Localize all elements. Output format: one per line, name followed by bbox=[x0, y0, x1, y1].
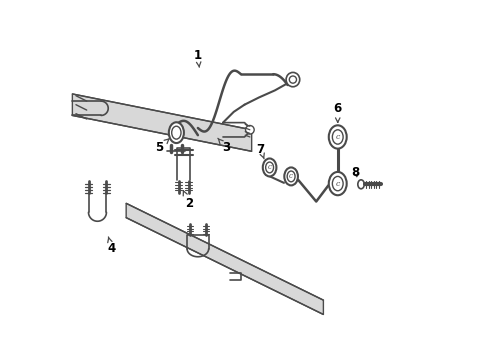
Text: 4: 4 bbox=[107, 237, 116, 255]
Ellipse shape bbox=[328, 172, 346, 195]
Ellipse shape bbox=[357, 180, 364, 189]
Text: 8: 8 bbox=[351, 166, 359, 179]
Text: 7: 7 bbox=[256, 143, 264, 159]
Circle shape bbox=[289, 76, 296, 83]
Text: c: c bbox=[288, 172, 292, 180]
Ellipse shape bbox=[168, 122, 183, 143]
Text: c: c bbox=[267, 163, 271, 171]
Ellipse shape bbox=[285, 72, 299, 87]
Text: c: c bbox=[335, 180, 339, 188]
Text: 3: 3 bbox=[217, 138, 230, 154]
Polygon shape bbox=[72, 94, 251, 151]
Text: 5: 5 bbox=[155, 139, 168, 154]
Ellipse shape bbox=[284, 167, 297, 185]
Ellipse shape bbox=[328, 125, 346, 149]
Ellipse shape bbox=[171, 126, 181, 139]
Ellipse shape bbox=[265, 162, 273, 173]
Ellipse shape bbox=[286, 171, 294, 182]
Text: 1: 1 bbox=[193, 49, 202, 67]
Ellipse shape bbox=[262, 158, 276, 176]
Text: 2: 2 bbox=[183, 191, 193, 210]
Circle shape bbox=[245, 126, 254, 134]
Text: 6: 6 bbox=[333, 103, 341, 122]
Text: c: c bbox=[335, 133, 339, 141]
Ellipse shape bbox=[332, 130, 343, 144]
Ellipse shape bbox=[332, 176, 343, 191]
Polygon shape bbox=[126, 203, 323, 315]
